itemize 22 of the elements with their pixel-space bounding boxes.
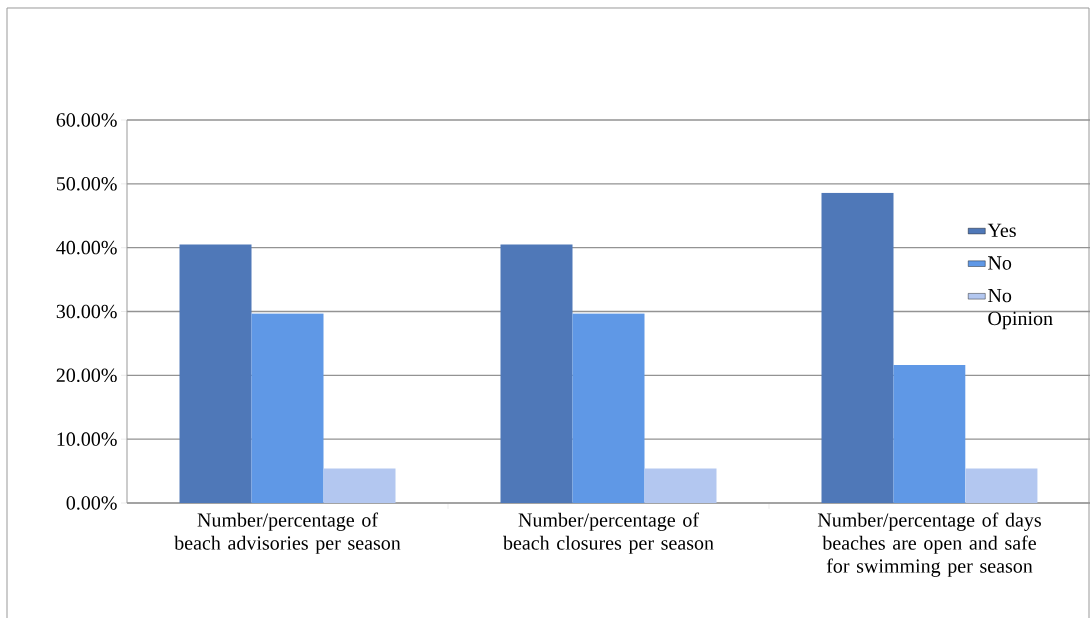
x-tick-label: Number/percentage of beach advisories per season bbox=[174, 512, 401, 554]
bar bbox=[179, 244, 252, 503]
y-tick-label: 50.00% bbox=[56, 177, 117, 191]
x-tick-label: Number/percentage of days beaches are open and safe for swimming per season bbox=[817, 512, 1041, 577]
legend-label: No Opinion bbox=[988, 288, 1053, 330]
x-tick-label: Number/percentage of beach closures per season bbox=[502, 512, 714, 554]
y-tick-label: 10.00% bbox=[57, 432, 117, 446]
legend-label: Yes bbox=[987, 223, 1016, 238]
bar bbox=[965, 468, 1038, 503]
bar bbox=[572, 313, 645, 503]
y-tick-label: 60.00% bbox=[56, 113, 117, 127]
bar bbox=[893, 365, 966, 503]
bar bbox=[323, 468, 396, 503]
bar bbox=[821, 192, 894, 503]
legend-label: No bbox=[988, 256, 1012, 270]
bar bbox=[251, 313, 324, 503]
y-tick-label: 20.00% bbox=[56, 368, 117, 383]
bar bbox=[500, 244, 573, 503]
y-tick-label: 0.00% bbox=[66, 496, 117, 510]
y-tick-label: 40.00% bbox=[56, 240, 117, 255]
bar bbox=[644, 468, 717, 503]
y-tick-label: 30.00% bbox=[56, 304, 117, 319]
